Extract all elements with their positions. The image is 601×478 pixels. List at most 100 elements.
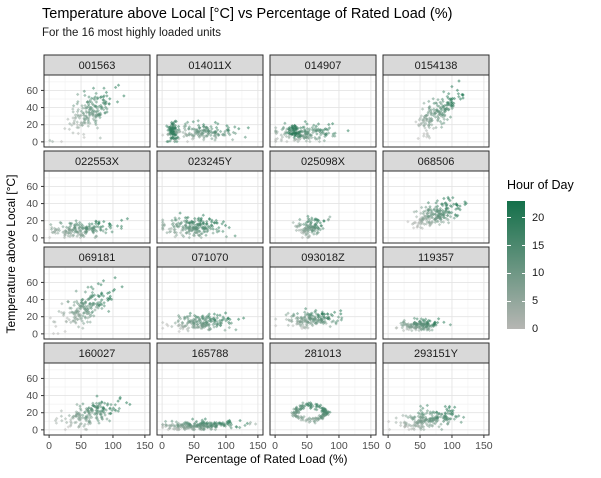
data-point [169,229,173,234]
facet-points [406,195,468,230]
data-point [461,93,465,97]
data-point [103,111,107,115]
data-point [106,402,110,406]
data-point [199,425,204,429]
data-point [181,226,185,231]
data-point [84,427,89,432]
data-point [287,318,291,322]
data-point [241,316,246,320]
data-point [300,316,304,320]
data-point [412,322,416,326]
data-point [208,319,213,323]
data-point [64,229,68,234]
data-point [309,220,313,225]
data-point [93,121,98,125]
data-point [441,220,446,224]
data-point [406,415,410,420]
data-point [48,316,53,320]
data-point [447,102,452,107]
data-point [96,418,100,423]
data-point [203,318,207,323]
data-point [417,124,421,128]
data-point [202,230,206,234]
data-point [419,415,423,420]
data-point [102,219,106,224]
data-point [301,401,305,405]
data-point [104,231,108,235]
data-point [113,403,117,407]
data-point [280,135,285,139]
data-point [446,197,451,201]
data-point [226,131,231,135]
facet-strip-label: 001563 [79,60,116,72]
data-point [103,105,108,109]
data-point [74,219,78,223]
facet-points [161,119,250,144]
data-point [435,320,440,325]
data-point [433,217,437,221]
x-tick-label: 100 [443,440,461,452]
data-point [79,298,84,302]
data-point [192,325,196,329]
data-point [86,408,90,412]
data-point [226,126,231,130]
data-point [340,316,344,320]
data-point [296,135,301,139]
data-point [75,109,80,114]
facet-strip-label: 022553X [75,156,120,168]
data-point [292,313,296,318]
data-point [99,283,103,287]
facet-strip [156,342,264,364]
data-point [442,320,446,324]
data-point [304,307,308,311]
data-point [315,403,319,407]
data-point [316,315,321,319]
data-point [161,326,165,330]
x-tick-label: 100 [330,440,348,452]
data-point [100,291,104,295]
data-point [76,131,80,136]
data-point [459,420,463,424]
data-point [209,421,213,425]
data-point [185,231,189,235]
data-point [201,420,205,424]
data-point [432,207,436,211]
data-point [100,417,104,421]
data-point [218,313,222,317]
data-point [428,410,432,414]
data-point [101,224,105,229]
data-point [458,97,463,101]
data-point [102,98,106,102]
data-point [176,130,180,134]
data-point [75,120,79,124]
data-point [203,128,207,132]
data-point [227,128,231,132]
data-point [442,196,446,201]
data-point [212,422,217,426]
data-point [308,139,312,144]
data-point [71,107,75,111]
data-point [401,328,406,333]
data-point [326,317,330,321]
data-point [87,224,92,228]
data-point [418,217,422,221]
data-point [440,427,444,432]
data-point [279,139,284,143]
data-point [103,401,107,405]
data-point [437,425,441,429]
data-point [194,230,198,235]
data-point [86,117,90,122]
x-tick-label: 50 [75,440,87,452]
data-point [274,139,278,143]
y-tick-label: 40 [26,294,38,306]
x-tick-label: 150 [136,440,154,452]
data-point [111,406,116,410]
data-point [71,227,76,231]
data-point [301,418,305,422]
data-point [76,114,80,118]
data-point [76,100,80,104]
data-point [58,220,62,225]
data-point [224,319,228,323]
data-point [68,222,73,226]
data-point [420,121,424,125]
